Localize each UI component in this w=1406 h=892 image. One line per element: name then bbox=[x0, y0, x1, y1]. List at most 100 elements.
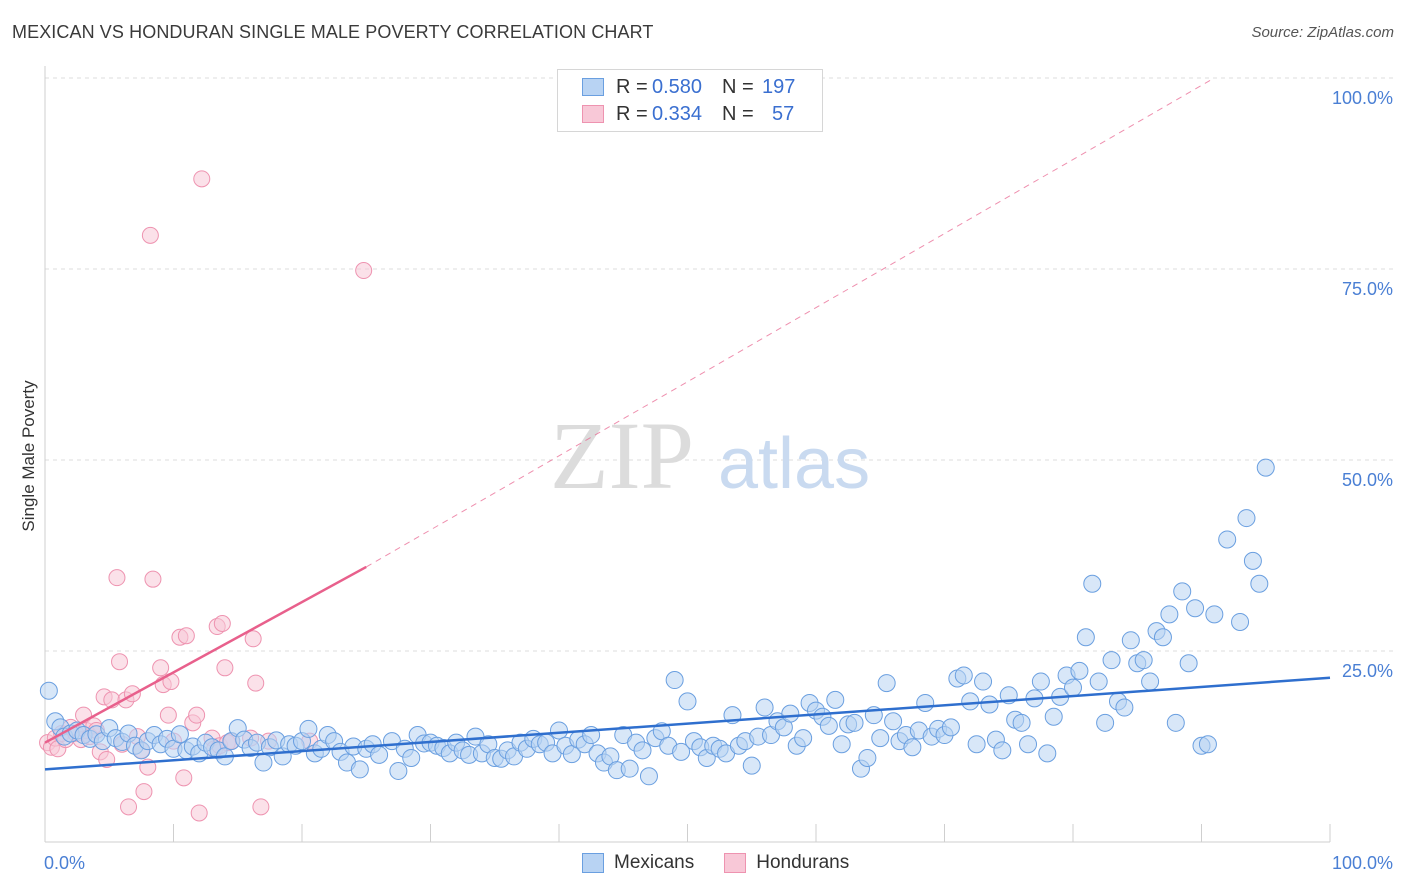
mexican-point bbox=[980, 695, 999, 714]
mexican-point bbox=[1250, 574, 1269, 593]
mexican-point bbox=[1237, 509, 1256, 528]
legend-swatch-hondurans bbox=[582, 105, 604, 123]
mexican-point bbox=[742, 756, 761, 775]
source-label: Source: ZipAtlas.com bbox=[1251, 24, 1394, 41]
legend-r-value: 0.334 bbox=[652, 102, 703, 125]
mexican-point bbox=[402, 748, 421, 767]
mexican-point bbox=[993, 741, 1012, 760]
mexican-point bbox=[1076, 628, 1095, 647]
mexican-point bbox=[961, 692, 980, 711]
mexican-point bbox=[678, 692, 697, 711]
mexican-point bbox=[1096, 713, 1115, 732]
honduran-point bbox=[111, 653, 129, 671]
watermark-zip: ZIP bbox=[550, 402, 694, 509]
mexican-point bbox=[550, 721, 568, 740]
mexican-point bbox=[254, 753, 273, 772]
legend-r-value: 0.580 bbox=[652, 75, 703, 98]
honduran-point bbox=[152, 659, 170, 677]
mexican-point bbox=[1198, 735, 1217, 754]
honduran-point bbox=[188, 706, 206, 724]
mexican-point bbox=[1031, 672, 1050, 691]
mexican-point bbox=[1064, 678, 1082, 697]
mexican-point bbox=[1134, 651, 1153, 670]
watermark-atlas: atlas bbox=[718, 424, 870, 504]
mexican-point bbox=[916, 693, 935, 712]
mexican-point bbox=[819, 716, 838, 735]
mexican-point bbox=[633, 741, 652, 760]
y-tick-label: 100.0% bbox=[1332, 88, 1393, 108]
mexican-point bbox=[1179, 654, 1198, 673]
legend-r-label: R = bbox=[616, 75, 648, 98]
chart-title: MEXICAN VS HONDURAN SINGLE MALE POVERTY … bbox=[12, 22, 654, 42]
mexican-point bbox=[1121, 631, 1140, 650]
honduran-point bbox=[193, 170, 211, 188]
honduran-trend-line bbox=[44, 565, 367, 744]
mexican-point bbox=[967, 735, 986, 754]
honduran-point bbox=[177, 627, 195, 645]
mexican-point bbox=[1102, 651, 1121, 670]
mexican-point bbox=[1153, 628, 1172, 647]
mexican-point bbox=[781, 704, 800, 723]
honduran-point bbox=[252, 798, 270, 816]
y-tick-label: 50.0% bbox=[1342, 470, 1393, 490]
mexican-point bbox=[639, 767, 658, 786]
series-label-mexicans: Mexicans bbox=[614, 852, 695, 873]
honduran-point bbox=[135, 783, 153, 801]
mexican-trend-line bbox=[44, 676, 1331, 771]
x-tick-label: 100.0% bbox=[1332, 853, 1393, 873]
series-label-hondurans: Hondurans bbox=[756, 852, 850, 873]
honduran-point bbox=[247, 674, 265, 692]
mexican-point bbox=[665, 671, 684, 690]
mexican-point bbox=[1141, 672, 1160, 691]
mexican-point bbox=[1083, 574, 1102, 593]
series-swatch-hondurans bbox=[724, 853, 747, 873]
mexican-point bbox=[826, 690, 845, 709]
mexican-point bbox=[845, 713, 864, 732]
mexican-point bbox=[389, 761, 408, 780]
mexican-point bbox=[941, 718, 960, 737]
legend-n-value: 197 bbox=[762, 75, 796, 98]
mexican-point bbox=[858, 748, 877, 767]
legend-row-mexicans: R = 0.580 N = 197 bbox=[582, 75, 795, 99]
mexican-point bbox=[1019, 735, 1038, 754]
mexican-point bbox=[1160, 605, 1179, 624]
series-legend-hondurans: Hondurans bbox=[724, 852, 849, 874]
mexican-points bbox=[39, 458, 1275, 786]
legend-row-hondurans: R = 0.334 N = 57 bbox=[582, 102, 794, 126]
mexican-point bbox=[170, 725, 189, 744]
legend-n-label: N = bbox=[722, 75, 754, 98]
legend-swatch-mexicans bbox=[582, 78, 604, 96]
x-tick-label: 0.0% bbox=[44, 853, 85, 873]
mexican-point bbox=[299, 719, 318, 738]
honduran-trend-extension bbox=[366, 77, 1215, 568]
mexican-point bbox=[1044, 707, 1063, 726]
mexican-point bbox=[755, 698, 774, 717]
mexican-point bbox=[1089, 672, 1108, 691]
y-tick-label: 75.0% bbox=[1342, 279, 1393, 299]
mexican-point bbox=[39, 681, 58, 700]
stats-legend: R = 0.580 N = 197 R = 0.334 N = 57 bbox=[557, 69, 823, 132]
mexican-point bbox=[871, 729, 890, 748]
honduran-point bbox=[355, 262, 373, 280]
mexican-point bbox=[1186, 599, 1205, 618]
honduran-point bbox=[213, 614, 231, 632]
honduran-point bbox=[190, 804, 208, 822]
legend-n-value: 57 bbox=[772, 102, 795, 125]
grid-lines bbox=[45, 77, 1394, 652]
honduran-point bbox=[141, 226, 159, 244]
honduran-point bbox=[244, 630, 262, 648]
mexican-point bbox=[877, 674, 896, 693]
mexican-point bbox=[672, 742, 691, 761]
honduran-point bbox=[144, 570, 162, 588]
honduran-point bbox=[108, 569, 126, 587]
tick-labels: 25.0% 50.0% 75.0% 100.0% 0.0% 100.0% bbox=[44, 88, 1393, 873]
honduran-point bbox=[175, 769, 193, 787]
mexican-point bbox=[1205, 605, 1224, 624]
series-legend: Mexicans Hondurans bbox=[582, 852, 879, 874]
mexican-point bbox=[974, 672, 993, 691]
mexican-point bbox=[1115, 698, 1134, 717]
mexican-point bbox=[903, 738, 922, 757]
mexican-point bbox=[1038, 744, 1057, 763]
mexican-point bbox=[1173, 582, 1192, 601]
